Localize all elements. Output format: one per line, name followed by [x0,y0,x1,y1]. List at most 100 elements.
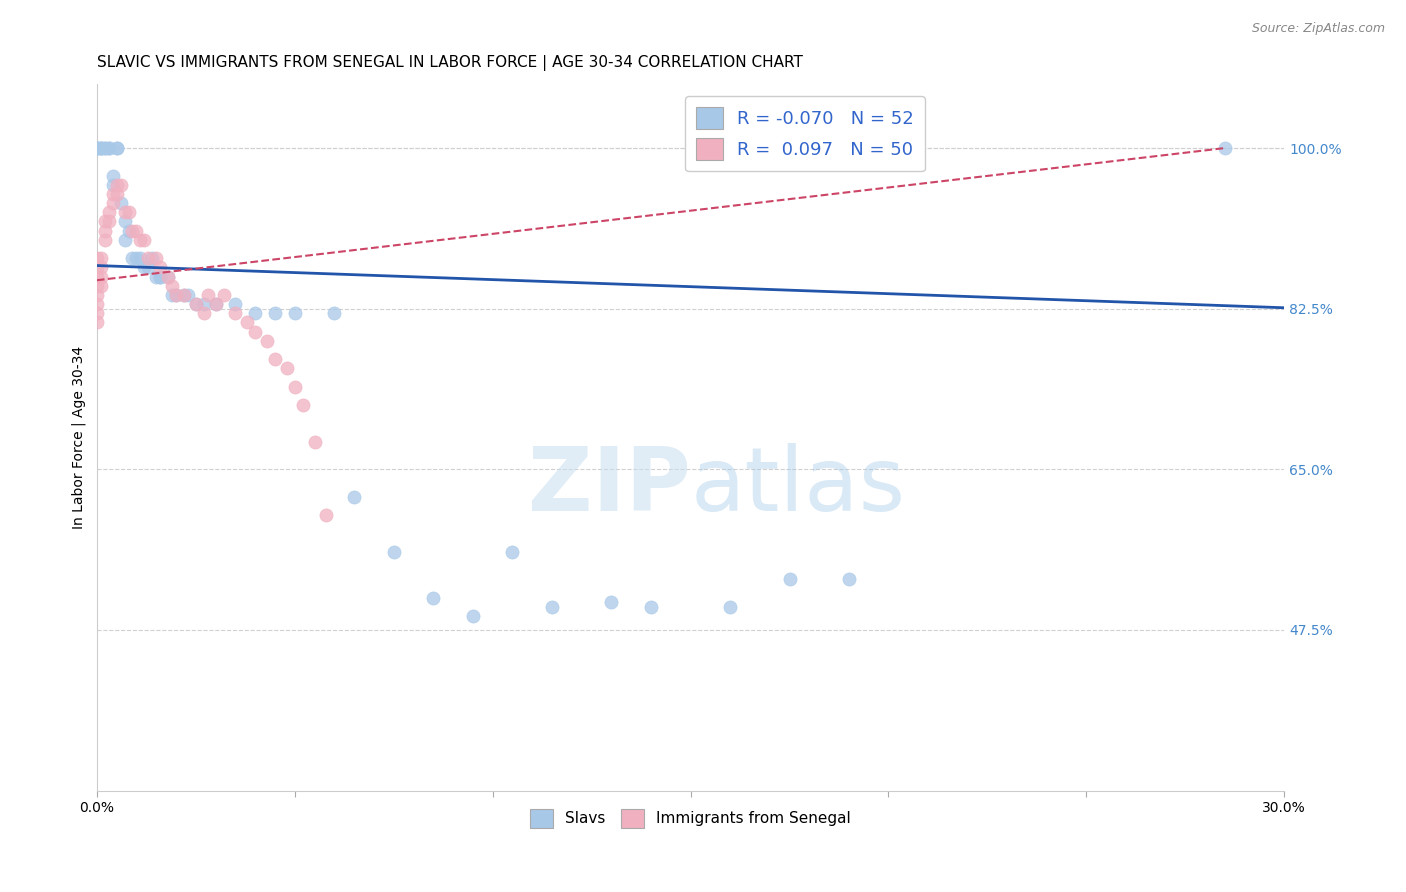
Point [97,205,120,219]
Point [90,251,112,265]
Point [157,269,180,284]
Point [173,288,195,302]
Point [136,251,159,265]
Point [97,141,120,155]
Point [173,288,195,302]
Point [149,269,172,284]
Point [110,196,132,211]
Point [160,278,183,293]
Point [110,178,132,192]
Point [125,224,148,238]
Legend: Slavs, Immigrants from Senegal: Slavs, Immigrants from Senegal [524,803,858,834]
Point [149,269,172,284]
Point [94,233,117,247]
Point [94,141,117,155]
Point [134,260,156,275]
Point [243,306,266,320]
Point [97,214,120,228]
Point [304,434,326,449]
Point [177,288,200,302]
Point [97,141,120,155]
Point [204,297,226,311]
Point [105,186,128,201]
Point [114,205,136,219]
Point [90,278,112,293]
Point [184,297,207,311]
Point [193,297,215,311]
Point [149,260,172,275]
Point [90,141,112,155]
Point [323,306,346,320]
Point [117,224,139,238]
Point [315,508,337,523]
Point [105,141,128,155]
Point [86,269,108,284]
Point [86,297,108,311]
Point [125,251,148,265]
Point [90,260,112,275]
Point [129,251,152,265]
Point [236,316,259,330]
Point [101,169,124,183]
Point [86,288,108,302]
Point [90,141,112,155]
Point [204,297,226,311]
Point [94,214,117,228]
Point [197,288,219,302]
Text: ZIP: ZIP [527,443,690,530]
Y-axis label: In Labor Force | Age 30-34: In Labor Force | Age 30-34 [72,345,86,529]
Point [212,288,235,302]
Point [165,288,187,302]
Point [136,260,159,275]
Point [264,306,287,320]
Point [382,545,405,559]
Point [121,251,143,265]
Point [157,269,180,284]
Point [193,306,215,320]
Point [129,233,152,247]
Point [141,251,163,265]
Point [165,288,187,302]
Point [114,233,136,247]
Point [94,141,117,155]
Point [90,269,112,284]
Point [501,545,523,559]
Point [86,260,108,275]
Text: SLAVIC VS IMMIGRANTS FROM SENEGAL IN LABOR FORCE | AGE 30-34 CORRELATION CHART: SLAVIC VS IMMIGRANTS FROM SENEGAL IN LAB… [97,55,803,71]
Point [145,251,167,265]
Point [276,361,298,376]
Point [284,306,307,320]
Point [160,288,183,302]
Point [86,141,108,155]
Point [94,224,117,238]
Point [117,205,139,219]
Point [105,141,128,155]
Point [121,224,143,238]
Point [86,141,108,155]
Point [718,600,741,615]
Point [343,490,366,504]
Point [422,591,444,605]
Point [264,352,287,367]
Point [101,186,124,201]
Point [134,233,156,247]
Point [86,141,108,155]
Point [105,178,128,192]
Point [461,609,484,624]
Point [600,595,623,609]
Point [779,573,801,587]
Point [291,398,314,412]
Point [145,269,167,284]
Point [86,251,108,265]
Point [256,334,278,348]
Point [86,306,108,320]
Point [86,278,108,293]
Point [838,573,860,587]
Point [86,316,108,330]
Point [284,380,307,394]
Text: Source: ZipAtlas.com: Source: ZipAtlas.com [1251,22,1385,36]
Point [114,214,136,228]
Point [101,178,124,192]
Point [224,306,246,320]
Point [243,325,266,339]
